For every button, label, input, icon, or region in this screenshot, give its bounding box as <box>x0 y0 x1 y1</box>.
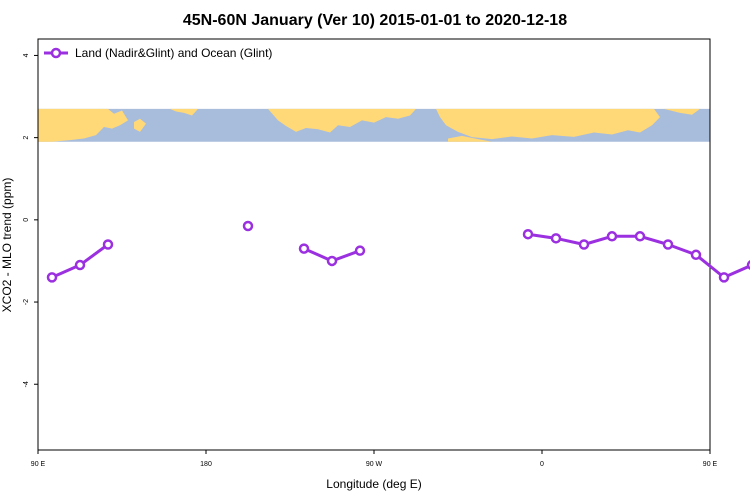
map-landmass <box>436 108 660 140</box>
y-tick-label: -4 <box>23 381 30 387</box>
data-point <box>578 239 590 250</box>
series-layer <box>46 220 750 283</box>
x-axis: 90 E 180 90 W 0 90 E <box>31 450 718 468</box>
legend: Land (Nadir&Glint) and Ocean (Glint) <box>44 46 272 60</box>
map-landmass <box>134 118 146 132</box>
data-point <box>718 272 730 283</box>
series-line <box>527 232 750 279</box>
plot-area <box>37 38 711 451</box>
data-point <box>46 272 58 283</box>
data-point <box>662 239 674 250</box>
y-tick-label: -2 <box>23 299 30 305</box>
x-tick-label: 90 E <box>703 461 718 468</box>
map-landmass <box>170 108 198 116</box>
y-axis: 4 2 0 -2 -4 <box>23 53 38 387</box>
y-tick-label: 4 <box>23 53 30 57</box>
legend-marker <box>50 47 62 59</box>
y-tick-label: 2 <box>23 136 30 140</box>
x-tick-label: 90 E <box>31 461 46 468</box>
data-point <box>242 220 254 232</box>
map-landmass <box>38 108 128 142</box>
data-point <box>606 231 618 242</box>
data-point <box>634 231 646 242</box>
map-band <box>38 108 710 142</box>
x-tick-label: 180 <box>200 461 212 468</box>
data-point <box>354 245 366 256</box>
map-landmass <box>268 108 416 133</box>
chart-title: 45N-60N January (Ver 10) 2015-01-01 to 2… <box>183 12 567 29</box>
y-axis-label: XCO2 - MLO trend (ppm) <box>0 178 14 313</box>
data-point <box>522 228 534 240</box>
x-tick-label: 90 W <box>366 461 383 468</box>
data-point <box>550 233 562 244</box>
data-point <box>102 239 114 250</box>
data-point <box>326 255 338 267</box>
data-point <box>74 259 86 271</box>
data-point <box>298 243 310 254</box>
x-axis-label: Longitude (deg E) <box>326 477 421 491</box>
data-point <box>690 249 702 261</box>
legend-entry: Land (Nadir&Glint) and Ocean (Glint) <box>75 46 272 60</box>
map-landmass <box>664 108 700 115</box>
x-tick-label: 0 <box>540 461 544 468</box>
map-landmass <box>448 135 492 142</box>
y-tick-label: 0 <box>23 218 30 222</box>
